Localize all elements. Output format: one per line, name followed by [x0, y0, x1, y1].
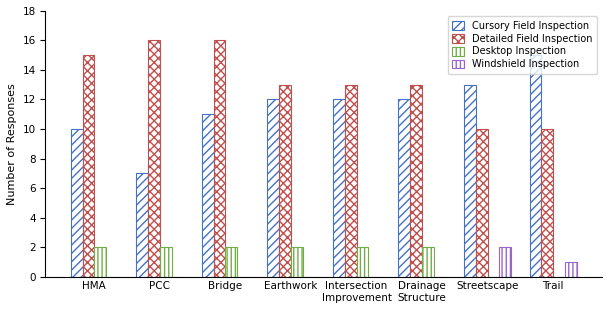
Bar: [94, 247, 106, 277]
Bar: [225, 247, 238, 277]
Bar: [356, 247, 368, 277]
Bar: [565, 262, 577, 277]
Bar: [530, 55, 541, 277]
Bar: [202, 114, 214, 277]
Bar: [410, 85, 422, 277]
Legend: Cursory Field Inspection, Detailed Field Inspection, Desktop Inspection, Windshi: Cursory Field Inspection, Detailed Field…: [448, 16, 597, 74]
Bar: [136, 173, 148, 277]
Y-axis label: Number of Responses: Number of Responses: [7, 83, 17, 205]
Bar: [345, 85, 356, 277]
Bar: [71, 129, 83, 277]
Bar: [160, 247, 172, 277]
Bar: [499, 247, 511, 277]
Bar: [291, 247, 303, 277]
Bar: [267, 100, 279, 277]
Bar: [333, 100, 345, 277]
Bar: [279, 85, 291, 277]
Bar: [541, 129, 553, 277]
Bar: [214, 41, 225, 277]
Bar: [83, 55, 94, 277]
Bar: [422, 247, 434, 277]
Bar: [398, 100, 410, 277]
Bar: [148, 41, 160, 277]
Bar: [476, 129, 488, 277]
Bar: [464, 85, 476, 277]
